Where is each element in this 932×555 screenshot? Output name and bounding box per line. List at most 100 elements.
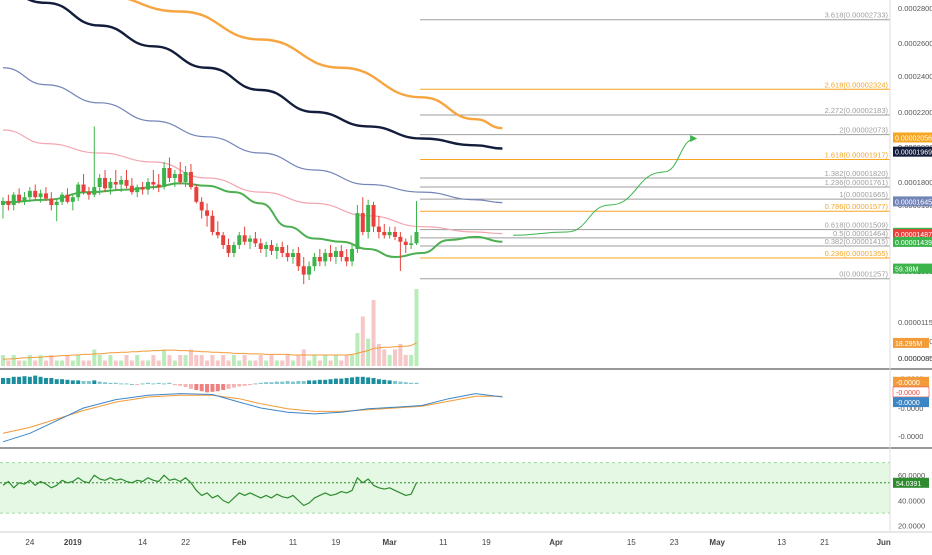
volume-bar <box>258 355 263 366</box>
volume-bar <box>398 344 403 366</box>
volume-bar <box>339 360 344 366</box>
candle-body <box>333 251 338 257</box>
volume-bar <box>221 355 226 366</box>
macd-histogram-bar <box>172 384 177 386</box>
volume-bar <box>344 355 349 366</box>
price-label-box <box>893 236 932 247</box>
price-tick-label: 0.0001800 <box>898 178 932 187</box>
candle-body <box>183 172 188 182</box>
candle-body <box>6 201 11 205</box>
volume-bar <box>237 360 242 366</box>
macd-histogram-bar <box>140 383 145 385</box>
macd-histogram-bar <box>103 382 108 384</box>
macd-histogram-bar <box>54 379 59 384</box>
ema-orange-line <box>127 0 503 130</box>
price-tick-label: 0.0002800 <box>898 4 932 13</box>
volume-bar <box>145 360 150 366</box>
macd-histogram-bar <box>350 377 355 384</box>
macd-histogram-bar <box>231 384 236 388</box>
volume-bar <box>11 355 16 366</box>
candle-body <box>65 194 70 202</box>
time-tick-label: Feb <box>232 538 246 547</box>
price-label-box <box>893 132 932 143</box>
macd-histogram-bar <box>280 381 285 384</box>
volume-bar <box>226 360 231 366</box>
volume-bar <box>43 360 48 366</box>
macd-histogram-bar <box>199 384 204 392</box>
macd-histogram-bar <box>414 382 419 384</box>
time-tick-label: 11 <box>289 538 298 547</box>
pane-separators <box>0 0 932 533</box>
macd-histogram-bar <box>92 380 97 384</box>
candle-body <box>86 192 91 195</box>
candle-body <box>113 182 118 185</box>
macd-histogram-bar <box>162 383 167 385</box>
time-axis: 24 2019 14 22 Feb 11 19 Mar 11 19 Apr 15 23 May 13 21 Ju… <box>25 538 891 547</box>
candle-body <box>22 197 27 201</box>
volume-bar <box>172 360 177 366</box>
ma-green-line <box>2 182 503 259</box>
macd-histogram-bar <box>135 384 140 385</box>
candle-body <box>274 247 279 251</box>
candle-body <box>103 178 108 189</box>
candle-body <box>226 245 231 253</box>
volume-bar <box>323 355 328 366</box>
volume-bar <box>393 349 398 366</box>
volume-bar <box>129 360 134 366</box>
candle-body <box>231 245 236 253</box>
volume-bar <box>178 355 183 366</box>
time-tick-label: 14 <box>138 538 147 547</box>
volume-bar <box>248 360 253 366</box>
candle-body <box>296 253 301 267</box>
macd-histogram-bar <box>70 380 75 384</box>
volume-bar <box>156 360 161 366</box>
macd-histogram-bar <box>398 381 403 384</box>
volume-bar <box>242 355 247 366</box>
macd-histogram-bar <box>17 376 22 384</box>
volume-bar <box>188 349 193 366</box>
candle-body <box>49 198 54 205</box>
candle-body <box>317 257 322 262</box>
macd-histogram-bar <box>151 383 156 385</box>
volume-bar <box>274 360 279 366</box>
time-tick-label: 22 <box>181 538 190 547</box>
macd-histogram-bar <box>156 382 161 384</box>
candle-body <box>119 180 124 185</box>
volume-bar <box>387 355 392 366</box>
price-tick-label: 0.0000085 <box>898 354 932 363</box>
macd-histogram-bar <box>210 384 215 392</box>
volume-ma-line <box>2 342 417 360</box>
macd-histogram-bar <box>129 384 134 385</box>
macd-histogram-bar <box>371 378 376 384</box>
candle-body <box>38 193 43 198</box>
candle-body <box>350 249 355 262</box>
candle-body <box>108 182 113 189</box>
candle-body <box>135 187 140 193</box>
candle-body <box>237 235 242 245</box>
volume-bar <box>210 355 215 366</box>
macd-histogram-bar <box>387 380 392 384</box>
macd-histogram-bar <box>409 382 414 384</box>
macd-histogram-bar <box>269 382 274 384</box>
macd-histogram-bar <box>49 378 54 384</box>
fib-level-label: 3.618(0.00002733) <box>825 11 889 20</box>
ma-blue-line <box>2 67 503 204</box>
macd-histogram-bar <box>360 376 365 384</box>
macd-histogram-bar <box>323 379 328 384</box>
fib-level-label: 1.382(0.00001820) <box>825 169 889 178</box>
macd-histogram-bar <box>6 378 11 384</box>
candle-body <box>129 185 134 193</box>
candle-body <box>70 197 75 202</box>
candle-body <box>27 190 32 198</box>
fib-level-label: 1.236(0.00001761) <box>825 178 889 187</box>
macd-histogram-bar <box>86 381 91 384</box>
candle-body <box>221 235 226 245</box>
rsi-tick-label: 20.0000 <box>898 522 925 531</box>
price-label-box <box>893 229 932 240</box>
candle-body <box>307 266 312 275</box>
price-label: 59.38M <box>895 267 919 274</box>
macd-label-box <box>893 397 929 408</box>
volume-bar <box>360 316 365 366</box>
